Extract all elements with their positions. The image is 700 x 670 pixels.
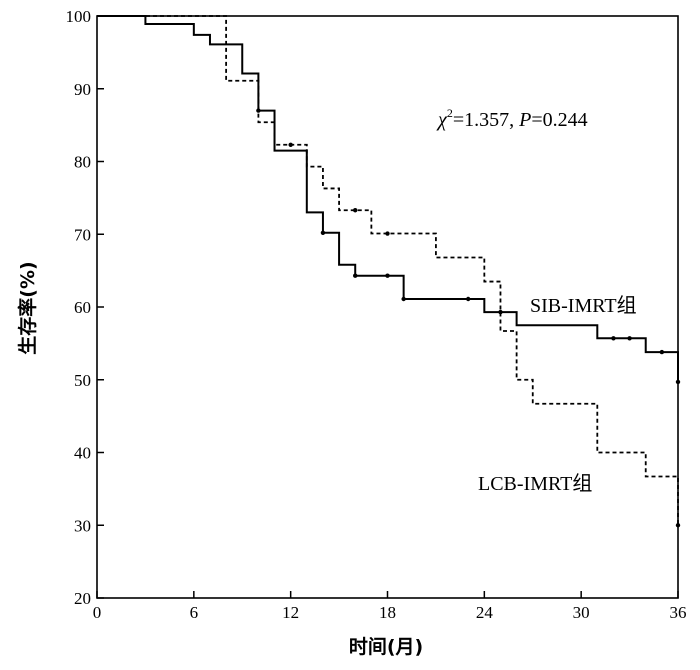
censor-mark [320,230,326,235]
y-tick-label: 30 [74,516,91,535]
censor-mark [611,336,616,341]
series-line-sib [97,15,679,382]
y-tick-label: 70 [74,225,91,244]
y-tick-label: 50 [74,371,91,390]
y-tick-label: 80 [74,153,91,172]
censor-mark [353,273,358,278]
y-axis-title: 生存率(%) [16,261,39,354]
y-tick-label: 60 [74,298,91,317]
censor-mark [675,379,681,385]
x-tick-label: 18 [379,603,396,622]
censor-mark [385,231,390,236]
y-tick-label: 20 [74,589,91,608]
axes: 0 6 12 18 24 30 36 20 30 40 50 60 70 80 90 100 [66,7,687,622]
y-tick-label: 90 [74,80,91,99]
y-tick-label: 100 [66,7,92,26]
censor-mark [288,142,293,147]
chi-value: =1.357, [453,109,519,131]
censor-mark [659,349,665,355]
x-tick-label: 0 [93,603,102,622]
series-line-lcb [97,15,679,526]
x-axis-title: 时间(月) [349,636,423,658]
p-value: =0.244 [531,109,587,131]
x-tick-label: 24 [476,603,494,622]
x-tick-label: 6 [190,603,199,622]
censor-mark [401,296,406,302]
p-symbol: P [518,109,531,131]
chi-superscript: 2 [447,106,453,120]
censor-mark [627,336,632,341]
censor-mark [353,208,358,213]
y-tick-label: 40 [74,444,91,463]
censor-mark [385,273,390,278]
series-label-sib: SIB-IMRT组 [530,294,637,317]
chi-symbol: χ [436,109,448,131]
x-tick-label: 30 [573,603,590,622]
x-tick-label: 12 [282,603,299,622]
stat-annotation: χ2=1.357, P=0.244 [436,106,588,131]
series-layer [97,15,681,528]
censor-mark [498,309,503,315]
series-label-lcb: LCB-IMRT组 [478,472,592,495]
censor-mark [675,523,681,528]
x-tick-label: 36 [670,603,687,622]
censor-mark [465,296,471,302]
